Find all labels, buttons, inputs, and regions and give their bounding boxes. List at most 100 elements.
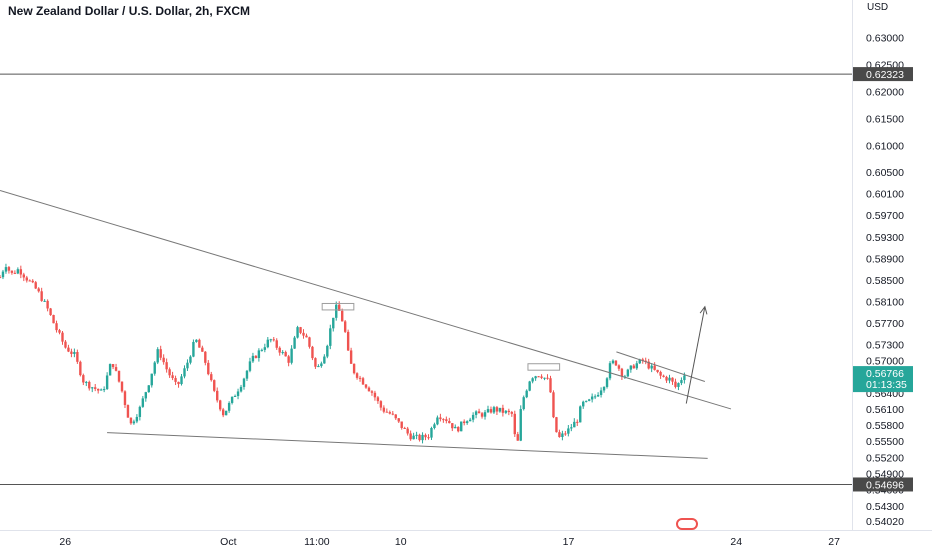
candle-body (406, 428, 409, 434)
candle-body (593, 396, 597, 398)
candle-body (471, 414, 475, 420)
candle-body (549, 378, 552, 393)
candle-body (659, 371, 662, 376)
candle-body (189, 356, 192, 363)
candle-body (293, 337, 296, 349)
candle-body (82, 375, 85, 383)
candle-body (31, 280, 34, 283)
candle-body (254, 355, 258, 358)
flag-top-trendline (616, 351, 706, 382)
candle-body (213, 380, 216, 391)
candle-body (564, 433, 567, 435)
candle-body (507, 410, 511, 413)
candle-body (391, 413, 394, 415)
y-tick-label: 0.57000 (866, 356, 904, 368)
candle-body (25, 277, 28, 281)
candle-body (519, 409, 522, 441)
candle-body (558, 432, 561, 438)
candle-body (111, 364, 115, 368)
candle-body (561, 433, 564, 438)
candle-body (355, 373, 359, 378)
candle-body (683, 375, 686, 381)
y-tick-label: 0.63000 (866, 33, 904, 45)
candle-body (433, 424, 436, 429)
candle-body (665, 376, 668, 381)
candle-body (418, 434, 421, 441)
candle-body (611, 360, 615, 364)
candle-body (281, 352, 284, 354)
candle-body (650, 365, 653, 369)
candle-body (537, 376, 540, 378)
candle-body (400, 421, 403, 428)
y-tick-label: 0.62000 (866, 86, 904, 98)
candle-body (460, 421, 463, 432)
y-tick-label: 0.60500 (866, 167, 904, 179)
candle-body (10, 270, 14, 273)
candle-body (546, 377, 549, 379)
candle-body (147, 385, 150, 393)
candle-body (385, 411, 389, 413)
x-tick-label: 17 (563, 536, 575, 548)
candle-body (486, 409, 490, 413)
upper-resistance-trendline (0, 189, 732, 410)
candle-body (91, 387, 94, 389)
candle-body (272, 339, 275, 341)
candle-body (397, 418, 400, 422)
candle-body (180, 376, 183, 385)
projection-arrow-head (699, 305, 708, 315)
candle-body (239, 386, 243, 392)
candle-body (677, 383, 680, 387)
candle-body (647, 361, 650, 369)
candle-body (590, 396, 594, 400)
candle-body (120, 381, 124, 392)
candle-body (230, 396, 234, 403)
candle-body (144, 392, 148, 399)
candle-body (614, 360, 618, 366)
candle-body (358, 377, 362, 379)
candle-body (489, 409, 493, 413)
candle-body (364, 384, 368, 388)
candle-body (123, 391, 127, 406)
lower-support-trendline (107, 432, 708, 459)
candle-body (186, 362, 189, 369)
candle-body (367, 387, 371, 392)
candle-body (284, 352, 287, 357)
candle-body (61, 332, 64, 342)
candle-body (570, 427, 573, 429)
bar-countdown-label: 01:13:35 (866, 379, 907, 391)
y-tick-label: 0.58900 (866, 253, 904, 265)
candle-body (114, 367, 118, 371)
candle-body (13, 272, 17, 274)
candle-body (99, 389, 103, 391)
candle-body (373, 392, 377, 398)
candle-body (204, 351, 207, 363)
candle-body (439, 417, 442, 420)
candle-body (424, 434, 427, 438)
currency-label: USD (867, 2, 889, 13)
candle-body (335, 304, 338, 318)
price-axis-divider (852, 0, 853, 530)
candle-body (483, 412, 487, 417)
candle-body (427, 437, 430, 439)
candle-body (543, 377, 546, 379)
candle-body (52, 315, 55, 324)
candle-body (138, 406, 142, 417)
candle-body (641, 359, 644, 361)
candle-body (340, 310, 344, 322)
candle-body (451, 423, 454, 429)
candle-body (608, 363, 612, 379)
candle-body (653, 365, 656, 370)
candle-body (67, 347, 70, 352)
candle-body (317, 366, 320, 368)
candle-body (573, 421, 576, 428)
candle-body (150, 373, 153, 386)
candle-body (73, 352, 76, 354)
candle-body (361, 378, 365, 385)
candle-body (442, 419, 445, 421)
candle-body (135, 416, 139, 422)
candle-body (582, 401, 585, 407)
candle-body (421, 434, 424, 441)
candle-body (70, 351, 73, 354)
